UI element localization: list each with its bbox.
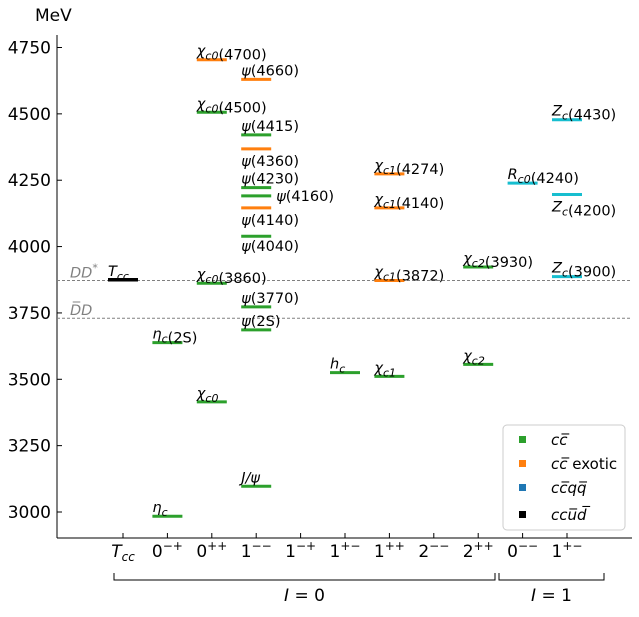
state-label: ψ(2S)	[241, 314, 280, 330]
x-tick-label: 0−−	[507, 539, 538, 562]
x-tick-label: 0++	[196, 539, 227, 562]
state-label: χc0(4500)	[196, 96, 267, 116]
state-label: χc1(4140)	[373, 192, 444, 212]
state-label: hc	[330, 357, 345, 376]
x-tick-label: 1++	[374, 539, 405, 562]
x-tick-label: 2++	[463, 539, 494, 562]
state-label: ψ(4415)	[241, 119, 299, 135]
state-label: ψ(4660)	[241, 63, 299, 79]
state-label: ψ(4360)	[241, 154, 299, 170]
state-label: χc0(3860)	[196, 267, 267, 287]
axes: 3000 3250 3500 3750 4000 4250 4500 4750	[8, 35, 632, 539]
state-levels	[108, 58, 582, 518]
x-tick-labels: Tcc 0−+ 0++ 1−− 1−+ 1+− 1++ 2−− 2++ 0−− 1+−	[111, 533, 582, 564]
state-label: Zc(3900)	[551, 261, 616, 281]
legend-label: ccu̅d̅	[551, 505, 591, 524]
x-tick-label: 0−+	[152, 539, 183, 562]
legend-swatch	[519, 460, 526, 467]
legend-swatch	[519, 511, 526, 518]
legend-label: cc̅	[551, 431, 570, 449]
state-label: J/ψ	[238, 470, 260, 486]
legend-swatch	[519, 484, 526, 491]
legend-label: cc̅ exotic	[551, 455, 617, 473]
threshold-lines: DD* D̅D	[57, 262, 632, 320]
y-tick-label: 3000	[8, 503, 51, 523]
state-label: Zc(4430)	[551, 104, 616, 124]
state-label: χc1(4274)	[373, 158, 444, 178]
state-label: χc2	[462, 348, 485, 367]
x-tick-label: 1+−	[552, 539, 583, 562]
state-label: ψ(4230)	[241, 172, 299, 188]
y-tick-label: 3250	[8, 437, 51, 457]
state-label: ψ(4040)	[241, 239, 299, 255]
x-tick-label: 1−−	[241, 539, 272, 562]
state-label: Zc(4200)	[551, 200, 616, 220]
state-label: χc1	[373, 360, 396, 379]
state-labels: Tcc ηc(2S) ηc χc0(4700) χc0(4500) χc0(3860) χc…	[108, 44, 616, 520]
group-label: I = 1	[531, 586, 572, 606]
legend-box	[502, 424, 626, 531]
legend: cc̅ cc̅ exotic cc̅qq̅ ccu̅d̅	[502, 424, 626, 531]
state-label: χc0	[196, 386, 219, 405]
legend-label: cc̅qq̅	[551, 479, 588, 497]
legend-swatch	[519, 436, 526, 443]
y-tick-label: 3750	[8, 304, 51, 324]
threshold-label: D̅D	[70, 302, 92, 320]
group-bracket	[113, 573, 496, 581]
state-label: ψ(4160)	[276, 189, 334, 205]
state-label: ψ(3770)	[241, 291, 299, 307]
x-tick-label: 1−+	[285, 539, 316, 562]
state-label: ηc(2S)	[152, 327, 197, 347]
y-tick-label: 4750	[8, 39, 51, 59]
y-tick-label: 4000	[8, 238, 51, 258]
state-label: Tcc	[108, 264, 129, 283]
x-tick-label: 1+−	[330, 539, 361, 562]
x-tick-label: 2−−	[418, 539, 449, 562]
state-label: ηc	[152, 500, 167, 519]
state-label: ψ(4140)	[241, 213, 299, 229]
isospin-groups: I = 0 I = 1	[113, 573, 605, 606]
y-tick-label: 3500	[8, 370, 51, 390]
state-label: χc1(3872)	[373, 265, 444, 285]
group-bracket	[498, 573, 605, 581]
y-tick-label: 4250	[8, 171, 51, 191]
y-unit-label: MeV	[35, 6, 72, 26]
x-tick-label: Tcc	[111, 542, 135, 564]
state-label: χc0(4700)	[196, 44, 267, 64]
threshold-label: DD*	[70, 262, 98, 282]
state-label: Rc0(4240)	[508, 167, 579, 187]
y-tick-label: 4500	[8, 105, 51, 125]
group-label: I = 0	[284, 586, 325, 606]
state-label: χc2(3930)	[462, 251, 533, 271]
